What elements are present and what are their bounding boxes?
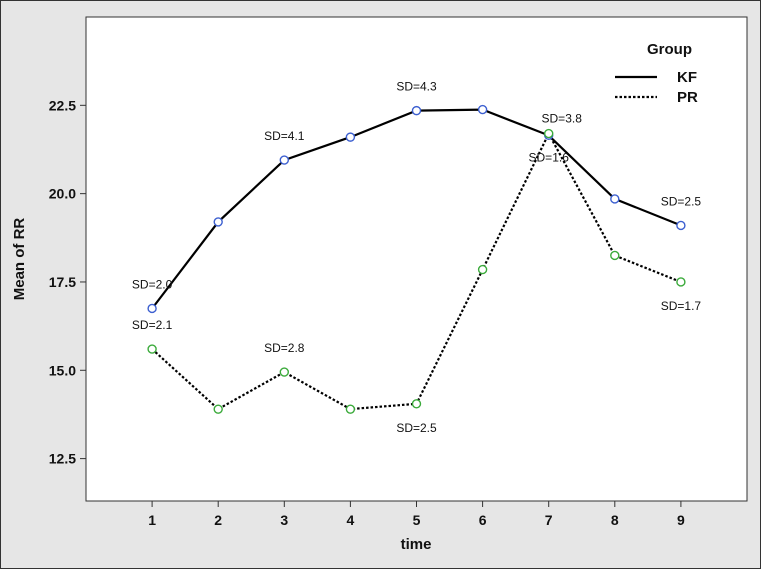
data-point-pr	[411, 399, 422, 409]
sd-annotation: SD=4.3	[396, 80, 437, 94]
legend: Group KF PR	[615, 41, 698, 106]
plot-area	[85, 16, 748, 502]
x-tick-label: 4	[347, 512, 355, 528]
data-point-pr	[676, 277, 686, 287]
y-tick-label: 22.5	[49, 97, 76, 113]
data-point-kf	[213, 217, 223, 227]
y-tick-label: 12.5	[49, 451, 76, 467]
sd-annotation: SD=1.7	[661, 299, 702, 313]
x-tick-label: 8	[611, 512, 619, 528]
x-tick-label: 3	[280, 512, 288, 528]
x-tick-label: 2	[214, 512, 222, 528]
y-tick-label: 15.0	[49, 362, 76, 378]
sd-annotation: SD=4.1	[264, 129, 305, 143]
sd-annotation: SD=2.5	[396, 421, 437, 435]
x-tick-label: 7	[545, 512, 553, 528]
y-axis-title: Mean of RR	[11, 218, 28, 301]
data-point-kf	[676, 220, 686, 231]
x-tick-label: 5	[413, 512, 421, 528]
y-tick-label: 20.0	[49, 186, 76, 202]
sd-annotation: SD=3.8	[542, 111, 583, 125]
data-point-kf	[411, 105, 422, 116]
data-point-pr	[610, 250, 620, 261]
data-point-pr	[147, 344, 157, 354]
x-tick-label: 9	[677, 512, 685, 528]
data-point-pr	[477, 264, 488, 275]
data-point-pr	[279, 367, 289, 377]
sd-annotation: SD=2.8	[264, 341, 305, 355]
data-point-kf	[345, 132, 356, 142]
x-axis-title: time	[401, 536, 432, 553]
data-point-pr	[345, 404, 356, 414]
sd-annotation: SD=2.0	[132, 277, 173, 291]
legend-label-pr: PR	[677, 89, 698, 106]
data-point-kf	[610, 194, 620, 204]
data-point-kf	[477, 104, 488, 115]
axis-ticks: 12.5 15.0 17.5 20.0 22.5 1 2 3 4 5 6 7 8 9	[49, 97, 685, 528]
x-tick-label: 6	[479, 512, 487, 528]
data-point-kf	[147, 303, 157, 314]
sd-annotation: SD=2.5	[661, 194, 702, 208]
sd-annotation: SD=1.6	[529, 151, 570, 165]
sd-annotation: SD=2.1	[132, 318, 173, 332]
y-tick-label: 17.5	[49, 274, 76, 290]
series-markers	[147, 104, 686, 414]
legend-label-kf: KF	[677, 69, 697, 86]
legend-title: Group	[647, 41, 692, 58]
sd-annotations: SD=2.0 SD=4.1 SD=4.3 SD=3.8 SD=2.5 SD=2.1 SD=2…	[132, 80, 701, 435]
data-point-kf	[279, 155, 289, 165]
x-tick-label: 1	[148, 512, 156, 528]
data-point-pr	[213, 404, 223, 414]
data-point-pr	[544, 128, 554, 139]
